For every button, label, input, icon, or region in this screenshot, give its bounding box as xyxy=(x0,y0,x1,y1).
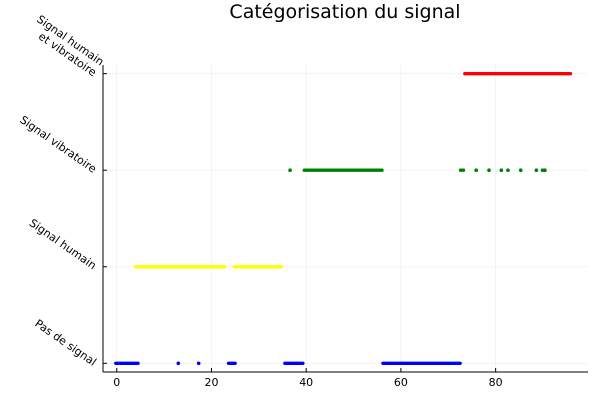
series-2-point-4 xyxy=(506,168,510,173)
x-tick-label-1: 20 xyxy=(204,376,218,389)
y-tick-label-2: Signal vibratoire xyxy=(17,113,99,176)
grid xyxy=(103,65,588,372)
x-tick-label-3: 60 xyxy=(394,376,408,389)
y-tick-label-line-1-0: Signal humain xyxy=(27,216,99,272)
y-axis-ticks: Pas de signal Signal humain Signal vibrato… xyxy=(17,13,107,369)
y-tick-label-0: Pas de signal xyxy=(32,317,98,369)
series-0-point-0 xyxy=(176,361,181,366)
y-tick-label-1: Signal humain xyxy=(27,216,99,272)
y-tick-label-line-2-0: Signal vibratoire xyxy=(17,113,99,176)
chart-title: Catégorisation du signal xyxy=(229,1,460,23)
series-2-point-6 xyxy=(534,168,539,173)
series-2-point-0 xyxy=(288,168,292,173)
series-2-point-1 xyxy=(474,168,479,173)
series-2-point-8 xyxy=(543,168,547,173)
y-tick-label-line-0-0: Pas de signal xyxy=(32,317,98,369)
series-2-point-2 xyxy=(487,168,491,173)
series-0 xyxy=(114,361,462,366)
y-tick-label-3: Signal humainet vibratoire xyxy=(27,13,107,80)
x-axis-ticks: 0 20 40 60 80 xyxy=(113,368,503,389)
series-2-point-5 xyxy=(518,168,523,173)
data-marks xyxy=(114,71,573,366)
series-2 xyxy=(288,168,547,173)
axes xyxy=(102,65,588,373)
x-tick-label-2: 40 xyxy=(299,376,313,389)
x-tick-label-0: 0 xyxy=(113,376,120,389)
x-tick-label-4: 80 xyxy=(489,376,503,389)
series-2-point-3 xyxy=(499,168,504,173)
series-0-point-1 xyxy=(196,361,201,366)
